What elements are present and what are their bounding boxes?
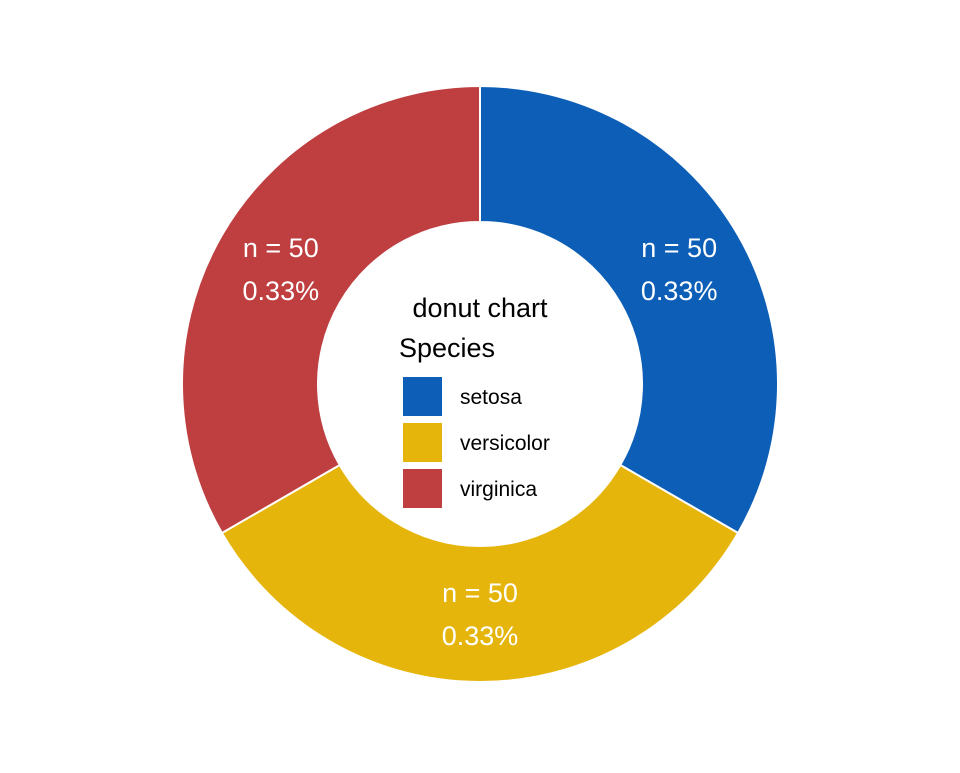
donut-slices [180, 84, 780, 684]
slice-virginica [180, 84, 481, 535]
legend-label-setosa: setosa [460, 386, 522, 409]
legend: setosa versicolor virginica [403, 377, 550, 508]
legend-label-versicolor: versicolor [460, 432, 550, 455]
slice-versicolor [220, 463, 740, 684]
slice-setosa [479, 84, 780, 535]
slice-count-label-setosa: n = 50 [641, 233, 717, 263]
legend-key-virginica [403, 469, 442, 508]
slice-percent-label-virginica: 0.33% [243, 276, 320, 306]
chart-title: donut chart [412, 293, 548, 323]
slice-count-label-virginica: n = 50 [243, 233, 319, 263]
slice-percent-label-setosa: 0.33% [641, 276, 718, 306]
legend-key-versicolor [403, 423, 442, 462]
legend-key-setosa [403, 377, 442, 416]
slice-labels: n = 50 0.33% n = 50 0.33% n = 50 0.33% [243, 233, 718, 651]
slice-count-label-versicolor: n = 50 [442, 578, 518, 608]
legend-label-virginica: virginica [460, 478, 537, 501]
slice-percent-label-versicolor: 0.33% [442, 621, 519, 651]
legend-title: Species [399, 333, 495, 363]
